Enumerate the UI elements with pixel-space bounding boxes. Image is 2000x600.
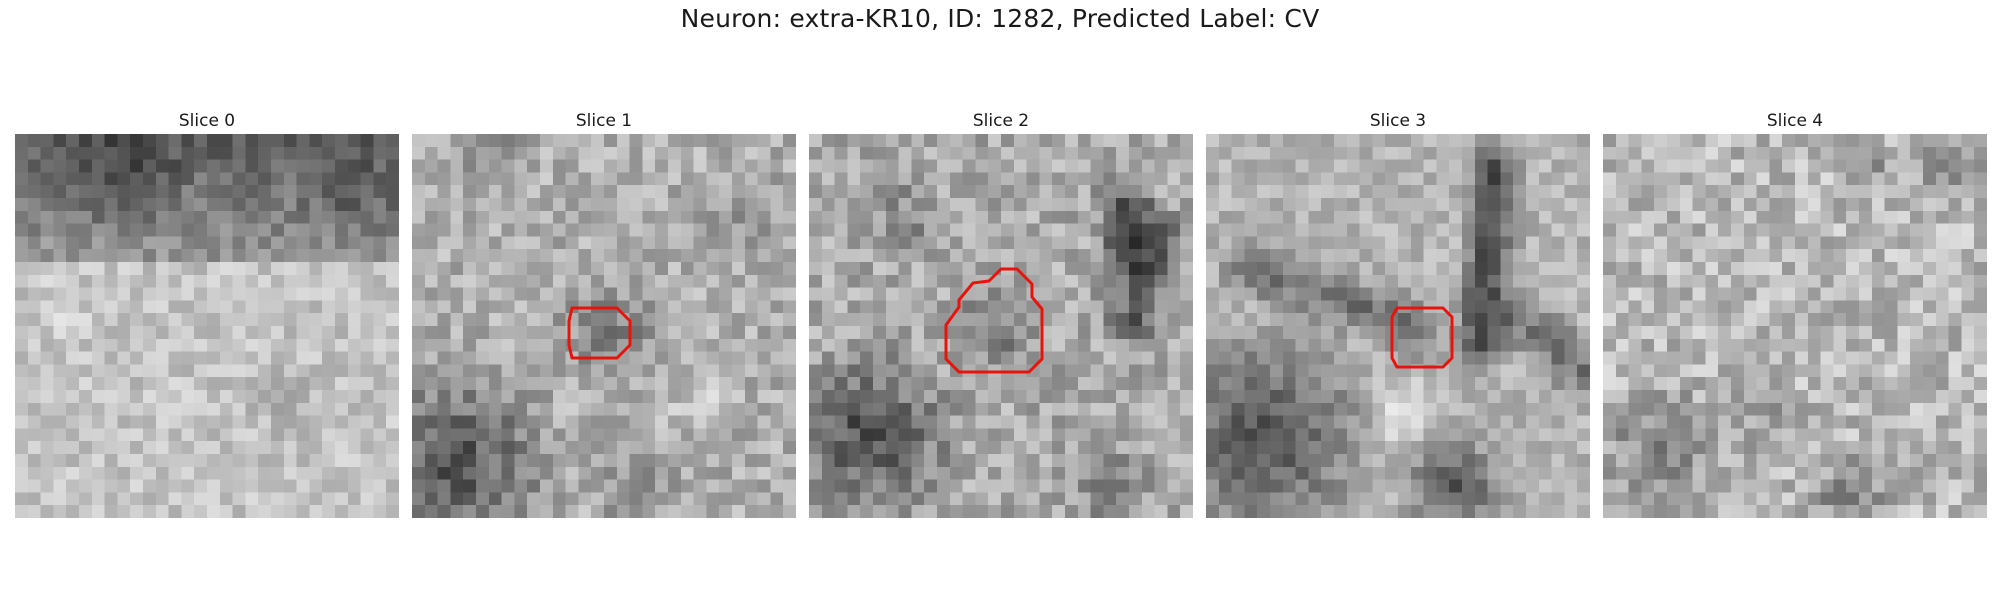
slice-image [412,134,796,518]
slice-image [809,134,1193,518]
slice-image [1206,134,1590,518]
slice-panel-2: Slice 2 [809,108,1193,518]
slice-panel-0: Slice 0 [15,108,399,518]
slice-title: Slice 4 [1766,111,1824,131]
slice-image [15,134,399,518]
slice-title: Slice 3 [1369,111,1427,131]
slice-title: Slice 1 [575,111,633,131]
slice-title: Slice 0 [178,111,236,131]
slice-panel-1: Slice 1 [412,108,796,518]
figure-title: Neuron: extra-KR10, ID: 1282, Predicted … [680,4,1320,33]
slice-panel-4: Slice 4 [1603,108,1987,518]
slice-image [1603,134,1987,518]
slice-panel-3: Slice 3 [1206,108,1590,518]
slice-title: Slice 2 [972,111,1030,131]
